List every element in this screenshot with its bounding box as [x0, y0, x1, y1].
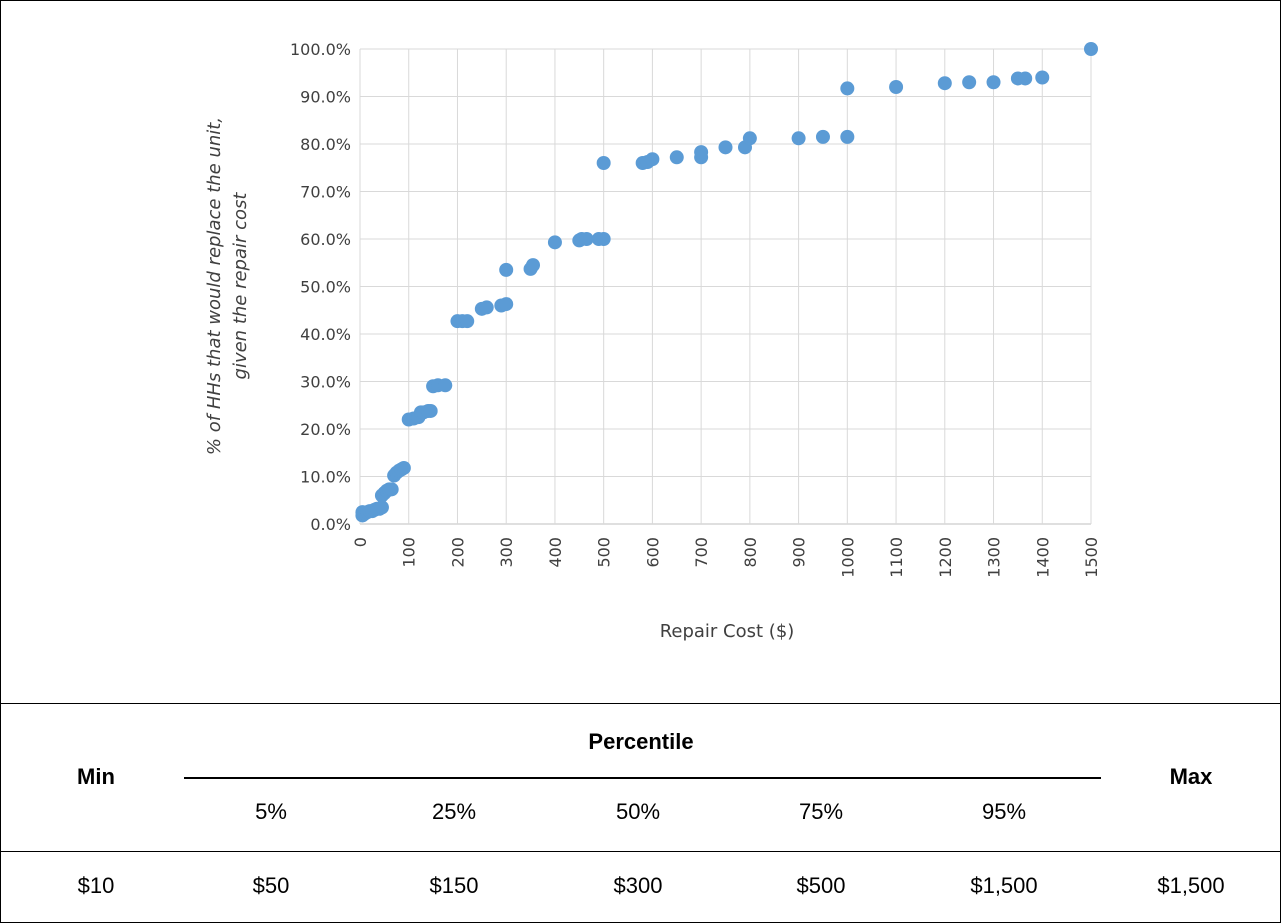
data-point — [962, 75, 977, 90]
data-point — [840, 81, 855, 96]
y-tick-label: 20.0% — [300, 420, 351, 439]
x-tick-label: 300 — [497, 537, 516, 568]
y-tick-label: 0.0% — [310, 515, 351, 534]
table-header-min: Min — [77, 764, 115, 789]
y-tick-label: 60.0% — [300, 230, 351, 249]
data-point — [499, 262, 514, 277]
y-tick-label: 30.0% — [300, 373, 351, 392]
value-p95: $1,500 — [970, 873, 1038, 898]
x-tick-label: 800 — [741, 537, 760, 568]
percentile-col-25: 25% — [431, 799, 477, 824]
data-point — [547, 235, 562, 250]
y-tick-label: 10.0% — [300, 468, 351, 487]
data-point — [694, 145, 709, 160]
data-point — [742, 131, 757, 146]
y-tick-label: 100.0% — [290, 40, 351, 59]
data-point — [460, 314, 475, 329]
y-tick-label: 80.0% — [300, 135, 351, 154]
x-tick-label: 500 — [595, 537, 614, 568]
data-point — [889, 80, 904, 94]
y-tick-label: 40.0% — [300, 325, 351, 344]
percentile-col-50: 50% — [615, 799, 661, 824]
data-point — [1035, 70, 1050, 85]
data-point — [596, 232, 611, 246]
y-axis-title-line2: given the repair cost — [230, 192, 251, 380]
y-tick-label: 50.0% — [300, 278, 351, 297]
data-point — [1084, 42, 1098, 56]
y-tick-label: 90.0% — [300, 88, 351, 107]
table-header-max: Max — [1169, 764, 1213, 789]
data-point — [438, 378, 453, 393]
data-point — [840, 129, 855, 144]
data-point — [1018, 71, 1033, 86]
table-header-percentile: Percentile — [588, 729, 694, 754]
table-row-divider — [1, 851, 1280, 852]
percentile-header-rule — [184, 777, 1101, 779]
data-point — [986, 75, 1001, 90]
data-point — [384, 482, 399, 497]
data-points — [355, 42, 1098, 523]
gridlines — [359, 48, 1092, 525]
percentile-col-5: 5% — [255, 799, 287, 824]
data-point — [596, 156, 611, 170]
scatter-chart: 0.0% 10.0% 20.0% 30.0% 40.0% 50.0% 60.0% 70.0% 8… — [204, 40, 1101, 642]
data-point — [479, 300, 494, 315]
x-tick-label: 400 — [546, 537, 565, 568]
value-p25: $150 — [429, 873, 479, 898]
data-point — [815, 129, 830, 144]
value-max: $1,500 — [1157, 873, 1225, 898]
data-point — [791, 131, 806, 146]
y-tick-label: 70.0% — [300, 183, 351, 202]
value-p50: $300 — [613, 873, 663, 898]
value-p5: $50 — [252, 873, 290, 898]
tick-labels: 0.0% 10.0% 20.0% 30.0% 40.0% 50.0% 60.0% 70.0% 8… — [290, 40, 1101, 578]
x-tick-label: 200 — [448, 537, 467, 568]
x-tick-label: 600 — [643, 537, 662, 568]
percentile-col-95: 95% — [981, 799, 1027, 824]
data-point — [937, 76, 952, 91]
x-tick-label: 900 — [790, 537, 809, 568]
x-tick-label: 1200 — [936, 537, 955, 578]
x-tick-label: 1400 — [1033, 537, 1052, 578]
y-axis-title-line1: % of HHs that would replace the unit, — [204, 117, 225, 455]
x-tick-label: 700 — [692, 537, 711, 568]
percentile-col-75: 75% — [798, 799, 844, 824]
data-point — [499, 297, 514, 312]
x-tick-label: 1100 — [887, 537, 906, 578]
data-point — [526, 258, 541, 273]
data-point — [669, 150, 684, 165]
x-tick-label: 0 — [351, 537, 370, 547]
data-point — [645, 152, 660, 167]
x-axis-title: Repair Cost ($) — [660, 621, 795, 642]
x-tick-label: 1500 — [1082, 537, 1101, 578]
x-tick-label: 100 — [400, 537, 419, 568]
chart-area: 0.0% 10.0% 20.0% 30.0% 40.0% 50.0% 60.0% 70.0% 8… — [1, 1, 1280, 704]
data-point — [396, 460, 411, 475]
data-point — [423, 403, 438, 418]
data-point — [374, 500, 389, 515]
x-tick-label: 1300 — [985, 537, 1004, 578]
x-tick-label: 1000 — [838, 537, 857, 578]
data-point — [718, 140, 733, 155]
value-min: $10 — [77, 873, 115, 898]
data-point — [579, 232, 594, 246]
value-p75: $500 — [796, 873, 846, 898]
